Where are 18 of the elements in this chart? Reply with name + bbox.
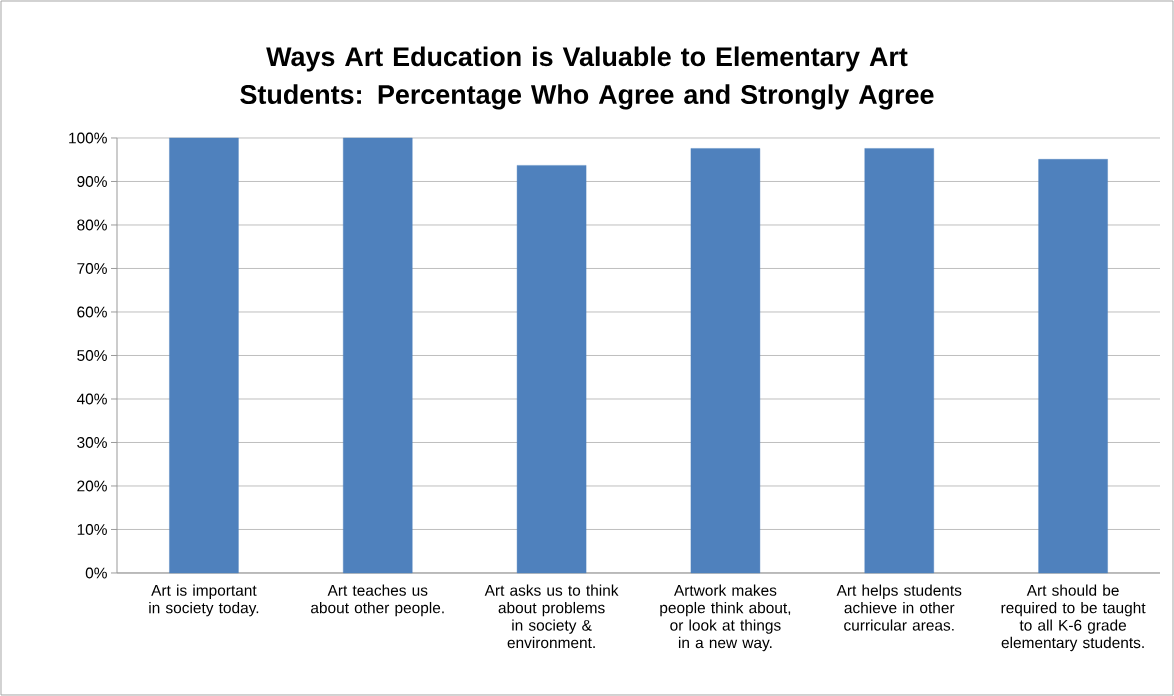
y-tick-label: 80% [77, 219, 107, 231]
x-tick-label: Art teaches us about other people. [311, 584, 444, 617]
y-tick-label: 0% [85, 567, 107, 579]
y-tick-label: 100% [69, 132, 107, 144]
y-tick-label: 90% [77, 176, 107, 187]
y-tick-label: 10% [77, 524, 107, 535]
y-tick-label: 60% [77, 306, 107, 318]
chart-title: Ways Art Education is Valuable to Elementary Art Students: Percentage Who Agree and Strongly Agree [240, 46, 934, 110]
x-tick-label: Art should be required to be taught to all K-6 grade elementary students. [1001, 584, 1146, 652]
y-tick-label: 50% [77, 350, 107, 361]
x-tick-label: Art asks us to think about problems in society & environment. [484, 584, 619, 649]
x-tick-label: Art is important in society today. [149, 584, 259, 617]
x-tick-label: Art helps students achieve in other curricular areas. [836, 584, 962, 631]
x-tick-label: Artwork makes people think about, or look at things in a new way. [660, 584, 791, 652]
y-tick-label: 30% [77, 437, 107, 448]
y-tick-label: 40% [76, 393, 107, 405]
y-tick-label: 20% [77, 480, 107, 492]
y-tick-label: 70% [77, 263, 107, 274]
